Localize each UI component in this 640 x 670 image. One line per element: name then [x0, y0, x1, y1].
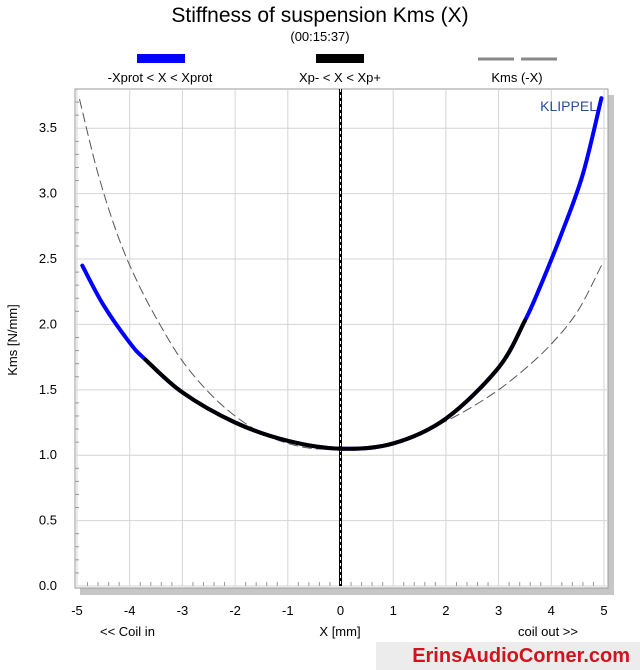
x-tick-label: 2: [442, 603, 449, 618]
x-tick-label: -3: [177, 603, 189, 618]
x-tick-label: 3: [495, 603, 502, 618]
x-tick-label: 5: [600, 603, 607, 618]
y-tick-label: 0.0: [39, 578, 57, 593]
y-tick-label: 1.0: [39, 447, 57, 462]
x-tick-label: -1: [282, 603, 294, 618]
watermark-text: KLIPPEL: [540, 98, 597, 114]
y-axis-label: Kms [N/mm]: [5, 304, 20, 376]
y-tick-labels: 0.0 0.5 1.0 1.5 2.0 2.5 3.0 3.5: [39, 120, 57, 593]
y-tick-label: 2.0: [39, 316, 57, 331]
x-tick-label: -2: [229, 603, 241, 618]
x-axis-label: X [mm]: [319, 624, 360, 639]
legend-label-xp: Xp- < X < Xp+: [299, 70, 381, 85]
x-axis-right-note: coil out >>: [518, 624, 578, 639]
credit-text: ErinsAudioCorner.com: [412, 645, 630, 667]
y-tick-label: 0.5: [39, 513, 57, 528]
y-tick-label: 2.5: [39, 251, 57, 266]
series-xp-curve: [143, 318, 527, 451]
x-axis-left-note: << Coil in: [100, 624, 155, 639]
legend-label-xprot: -Xprot < X < Xprot: [108, 70, 213, 85]
y-tick-label: 3.5: [39, 120, 57, 135]
credit-banner: ErinsAudioCorner.com: [376, 642, 640, 670]
minor-ticks: [75, 88, 594, 586]
x-tick-label: -4: [124, 603, 136, 618]
x-tick-labels: -5 -4 -3 -2 -1 0 1 2 3 4 5: [71, 603, 607, 618]
chart-title: Stiffness of suspension Kms (X): [171, 4, 468, 27]
legend: -Xprot < X < Xprot Xp- < X < Xp+ Kms (-X…: [108, 54, 557, 85]
y-tick-label: 3.0: [39, 186, 57, 201]
y-tick-label: 1.5: [39, 382, 57, 397]
x-tick-label: 1: [390, 603, 397, 618]
series-layer: [79, 89, 604, 586]
legend-swatch-xp: [316, 54, 364, 63]
x-tick-label: 4: [548, 603, 555, 618]
chart-subtitle: (00:15:37): [290, 29, 349, 44]
legend-swatch-xprot: [137, 54, 185, 63]
legend-label-mirror: Kms (-X): [491, 70, 542, 85]
x-tick-label: 0: [337, 603, 344, 618]
x-tick-label: -5: [71, 603, 83, 618]
